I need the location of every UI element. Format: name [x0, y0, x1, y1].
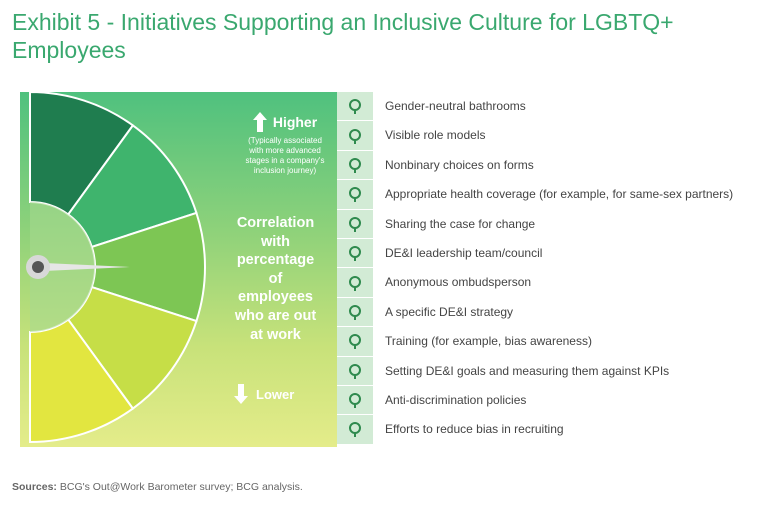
initiative-row: Training (for example, bias awareness): [337, 327, 757, 357]
document-icon: [337, 385, 373, 416]
initiative-label: Efforts to reduce bias in recruiting: [385, 422, 564, 437]
initiative-row: Gender-neutral bathrooms: [337, 92, 757, 122]
gauge-needle-pin: [32, 261, 44, 273]
mountain-flag-icon: [337, 356, 373, 386]
initiative-label: Gender-neutral bathrooms: [385, 99, 526, 113]
axis-title: Correlation with percentage of employees…: [223, 214, 328, 344]
higher-note-line: stages in a company's: [245, 156, 325, 165]
lower-block: Lower: [234, 384, 294, 404]
gauge-panel: Higher (Typically associated with more a…: [20, 92, 337, 447]
initiative-row: Anti-discrimination policies: [337, 385, 757, 416]
initiative-label: A specific DE&I strategy: [385, 304, 514, 319]
presentation-icon: [337, 327, 373, 357]
chess-icon: [337, 297, 373, 328]
higher-block: Higher (Typically associated with more a…: [225, 112, 345, 176]
leadership-icon: [337, 238, 373, 269]
page-title: Exhibit 5 - Initiatives Supporting an In…: [12, 9, 674, 63]
initiative-label: Appropriate health coverage (for example…: [385, 187, 734, 202]
initiative-row: Appropriate health coverage (for example…: [337, 180, 757, 210]
heart-shield-icon: [337, 180, 373, 210]
axis-title-line: percentage: [236, 252, 315, 269]
source-label: Sources:: [12, 481, 57, 493]
lower-label: Lower: [256, 386, 295, 402]
higher-note-line: with more advanced: [249, 146, 321, 155]
axis-title-line: employees: [238, 289, 313, 306]
axis-title-line: Correlation: [236, 215, 315, 231]
initiative-row: Efforts to reduce bias in recruiting: [337, 415, 757, 445]
initiative-row: Setting DE&I goals and measuring them ag…: [337, 356, 757, 386]
axis-title-line: who are out: [234, 307, 317, 324]
initiative-label: Sharing the case for change: [385, 216, 536, 231]
initiative-label: Anonymous ombudsperson: [385, 275, 532, 290]
initiative-row: Anonymous ombudsperson: [337, 268, 757, 298]
axis-title-line: with: [261, 233, 290, 250]
initiative-row: Visible role models: [337, 121, 757, 151]
source-text: BCG's Out@Work Barometer survey; BCG ana…: [59, 481, 303, 493]
initiative-label: Anti-discrimination policies: [385, 392, 527, 407]
initiative-row: Nonbinary choices on forms: [337, 150, 757, 181]
initiative-list: Gender-neutral bathrooms Visible role mod…: [337, 92, 757, 445]
person-icon: [337, 121, 373, 151]
nonbinary-icon: [337, 150, 373, 181]
higher-note-line: (Typically associated: [248, 136, 322, 145]
arrow-up-icon: [252, 112, 267, 132]
higher-note: (Typically associated with more advanced…: [225, 136, 345, 176]
initiative-label: Visible role models: [385, 128, 486, 143]
source-note: Sources: BCG's Out@Work Barometer survey…: [12, 481, 303, 493]
higher-note-line: inclusion journey): [253, 166, 317, 175]
share-icon: [337, 209, 373, 239]
magnifier-icon: [337, 415, 373, 445]
initiative-row: A specific DE&I strategy: [337, 297, 757, 328]
initiative-label: Training (for example, bias awareness): [385, 334, 592, 349]
gauge-chart: [26, 92, 206, 444]
gender-icon: [337, 92, 373, 122]
arrow-down-icon: [234, 384, 248, 404]
initiative-label: Setting DE&I goals and measuring them ag…: [385, 363, 670, 378]
initiative-row: Sharing the case for change: [337, 209, 757, 239]
axis-title-line: of: [268, 270, 283, 287]
initiative-label: DE&I leadership team/council: [385, 245, 543, 260]
initiative-row: DE&I leadership team/council: [337, 238, 757, 269]
gauge-needle: [44, 263, 130, 271]
initiative-label: Nonbinary choices on forms: [385, 157, 534, 172]
axis-title-line: at work: [250, 326, 301, 343]
higher-label: Higher: [272, 114, 318, 130]
anonymous-icon: [337, 268, 373, 298]
